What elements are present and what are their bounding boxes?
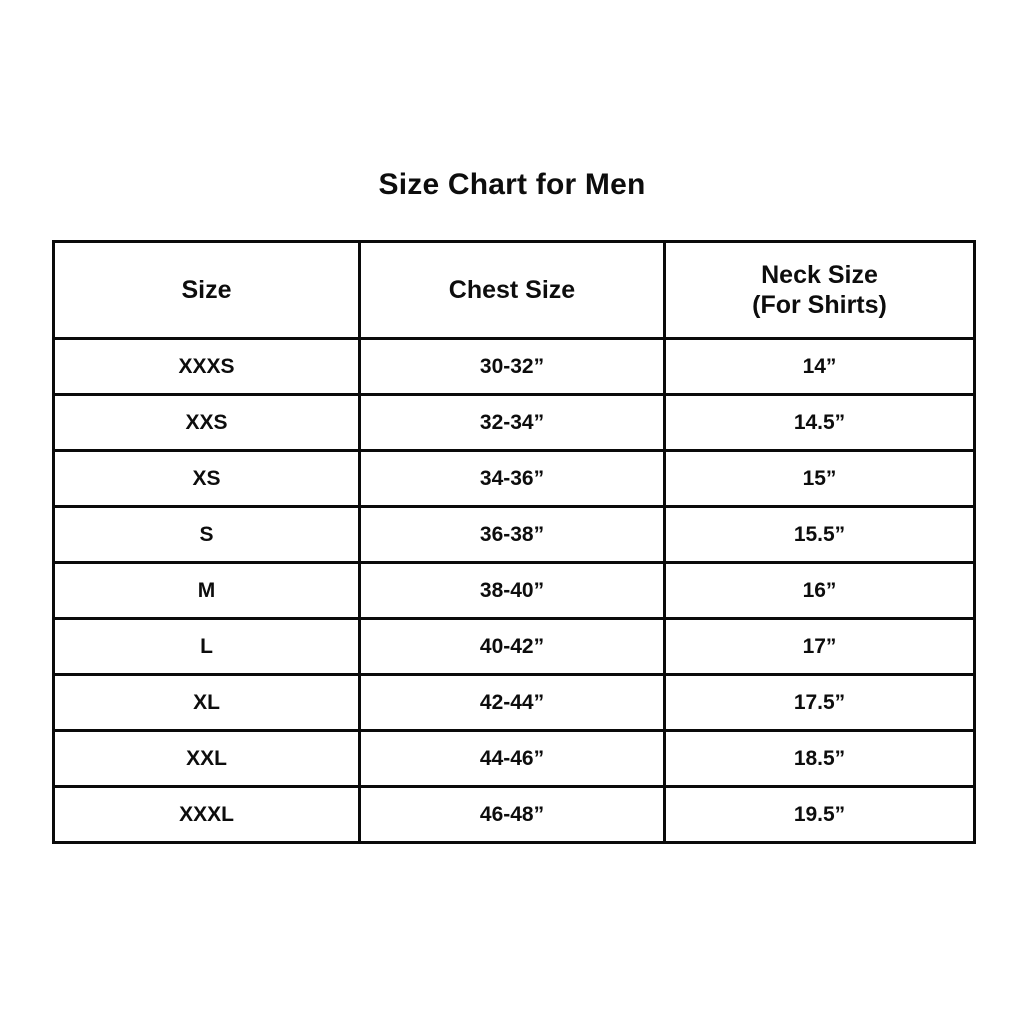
column-header-chest-size: Chest Size (358, 240, 666, 340)
column-header-neck-size-sublabel: (For Shirts) (752, 291, 887, 319)
cell-chest-size: 42-44” (358, 673, 666, 732)
size-chart-table: Size Chest Size Neck Size (For Shirts) X… (52, 240, 976, 844)
cell-neck-size: 14” (663, 337, 976, 396)
cell-size: XXXL (52, 785, 361, 844)
cell-size: XXL (52, 729, 361, 788)
table-row: XXS 32-34” 14.5” (52, 393, 976, 452)
column-header-neck-size: Neck Size (For Shirts) (663, 240, 976, 340)
cell-neck-size: 16” (663, 561, 976, 620)
cell-neck-size: 18.5” (663, 729, 976, 788)
cell-size: L (52, 617, 361, 676)
column-header-chest-size-label: Chest Size (448, 275, 576, 304)
cell-chest-size: 44-46” (358, 729, 666, 788)
table-row: XXXS 30-32” 14” (52, 337, 976, 396)
table-row: L 40-42” 17” (52, 617, 976, 676)
cell-neck-size: 17.5” (663, 673, 976, 732)
cell-size: XL (52, 673, 361, 732)
cell-chest-size: 40-42” (358, 617, 666, 676)
cell-chest-size: 46-48” (358, 785, 666, 844)
cell-neck-size: 14.5” (663, 393, 976, 452)
cell-size: M (52, 561, 361, 620)
cell-size: S (52, 505, 361, 564)
table-row: XXL 44-46” 18.5” (52, 729, 976, 788)
table-body: XXXS 30-32” 14” XXS 32-34” 14.5” XS 34-3… (52, 337, 976, 844)
cell-size: XS (52, 449, 361, 508)
column-header-size-label: Size (181, 275, 232, 304)
cell-neck-size: 17” (663, 617, 976, 676)
table-header: Size Chest Size Neck Size (For Shirts) (52, 240, 976, 340)
table-row: XL 42-44” 17.5” (52, 673, 976, 732)
cell-size: XXS (52, 393, 361, 452)
page-title: Size Chart for Men (378, 168, 646, 201)
table-row: XXXL 46-48” 19.5” (52, 785, 976, 844)
cell-chest-size: 38-40” (358, 561, 666, 620)
cell-chest-size: 34-36” (358, 449, 666, 508)
column-header-neck-size-label: Neck Size (761, 260, 878, 289)
cell-size: XXXS (52, 337, 361, 396)
cell-neck-size: 15” (663, 449, 976, 508)
cell-chest-size: 30-32” (358, 337, 666, 396)
cell-chest-size: 32-34” (358, 393, 666, 452)
table-header-row: Size Chest Size Neck Size (For Shirts) (52, 240, 976, 340)
table-row: XS 34-36” 15” (52, 449, 976, 508)
column-header-size: Size (52, 240, 361, 340)
table-row: S 36-38” 15.5” (52, 505, 976, 564)
cell-neck-size: 15.5” (663, 505, 976, 564)
table-row: M 38-40” 16” (52, 561, 976, 620)
cell-neck-size: 19.5” (663, 785, 976, 844)
cell-chest-size: 36-38” (358, 505, 666, 564)
